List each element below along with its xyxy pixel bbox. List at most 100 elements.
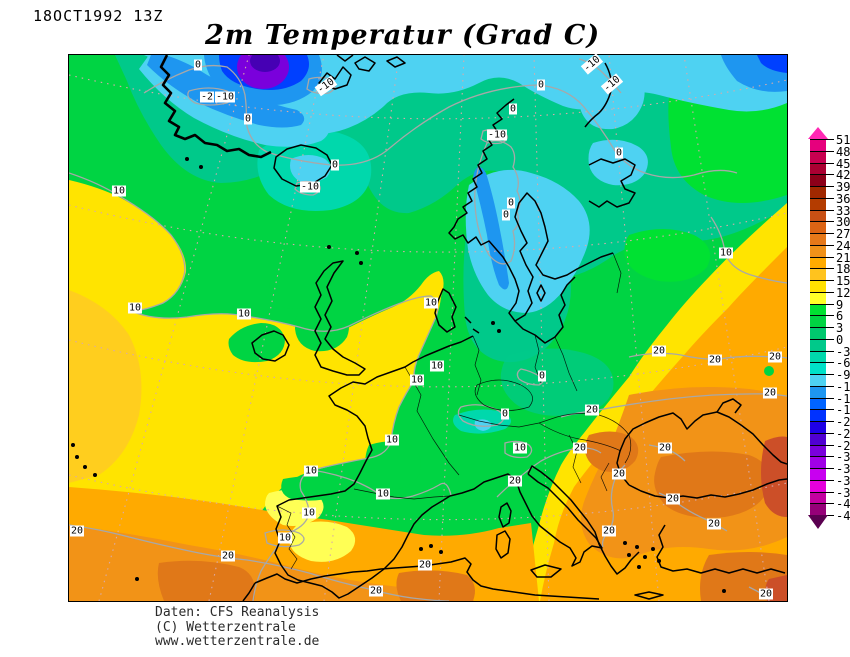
temperature-colorbar: 51 48 45 42 39 36 33 30 27 24 21 18 15 12 9 6 3 0 -3 -6 -9 -1… xyxy=(806,124,850,544)
contour-label: 20 xyxy=(706,518,722,530)
colorbar-tick xyxy=(810,350,834,352)
contour-label: 10 xyxy=(429,360,445,372)
contour-label: 10 xyxy=(384,434,400,446)
colorbar-tick xyxy=(810,162,834,164)
colorbar-tick-label: 42 xyxy=(836,168,850,183)
colorbar-tick xyxy=(810,432,834,434)
colorbar-tick xyxy=(810,315,834,317)
graticule-lines xyxy=(69,55,787,601)
region-ne-brightgreen-2 xyxy=(624,229,711,282)
colorbar-tick-label: -45 xyxy=(836,509,850,523)
colorbar-tick xyxy=(810,503,834,505)
contour-label: 20 xyxy=(368,585,384,597)
colorbar-tick-label: -9 xyxy=(836,368,850,382)
contour-label: 20 xyxy=(657,442,673,454)
contour-label: 10 xyxy=(127,302,143,314)
region-barents-cyan-2 xyxy=(588,139,648,186)
colorbar-tick xyxy=(810,291,834,293)
contour-label: 10 xyxy=(409,374,425,386)
colorbar-tick-label: 0 xyxy=(836,332,844,347)
run-timestamp: 18OCT1992 13Z xyxy=(33,7,164,25)
contour-label: 0 xyxy=(614,147,624,159)
colorbar-tick xyxy=(810,256,834,258)
contour-label: -10 xyxy=(600,73,624,95)
contour-label: 20 xyxy=(651,345,667,357)
region-iberia-paleyellow-2 xyxy=(289,521,356,562)
region-atlantic-gold xyxy=(69,290,142,483)
colorbar-tick-label: -42 xyxy=(836,497,850,512)
colorbar-tick-label: 36 xyxy=(836,191,850,206)
contour-label: 20 xyxy=(572,442,588,454)
colorbar-tick xyxy=(810,244,834,246)
colorbar-tick xyxy=(810,421,834,422)
region-england-green xyxy=(295,306,349,352)
colorbar-tick-label: -3 xyxy=(836,344,850,359)
colorbar-tick xyxy=(810,303,834,305)
contour-label: 10 xyxy=(303,465,319,477)
colorbar-tick-label: -36 xyxy=(836,473,850,488)
region-massif-green xyxy=(365,441,421,490)
colorbar-tick-label: -27 xyxy=(836,438,850,453)
colorbar-tick-label: 48 xyxy=(836,144,850,159)
colorbar-tick xyxy=(810,268,834,270)
region-africa-darkorange-1 xyxy=(157,560,255,601)
contour-label: 0 xyxy=(243,113,253,125)
colorbar-tick-label: 27 xyxy=(836,227,850,241)
colorbar-tick-label: 45 xyxy=(836,156,850,171)
region-pyrenees-green xyxy=(349,481,377,498)
region-crimea-green-dot xyxy=(764,366,774,376)
colorbar-tick xyxy=(810,197,834,199)
contour-label: 0 xyxy=(330,159,340,171)
contour-label: 20 xyxy=(762,387,778,399)
colorbar-tick-label: 33 xyxy=(836,203,850,218)
colorbar-tick-label: 51 xyxy=(836,133,850,147)
contour-label: 20 xyxy=(417,559,433,571)
colorbar-tick xyxy=(810,468,834,469)
colorbar-tick xyxy=(810,233,834,234)
contour-label: 20 xyxy=(758,588,774,600)
colorbar-tick xyxy=(810,327,834,328)
contour-label: 20 xyxy=(767,351,783,363)
attribution-line-copyright: (C) Wetterzentrale xyxy=(155,619,296,635)
contour-label: 0 xyxy=(501,209,511,221)
colorbar-tick-label: 3 xyxy=(836,321,844,335)
contour-label: 20 xyxy=(707,354,723,366)
colorbar-tick-label: -39 xyxy=(836,485,850,500)
contour-label: 20 xyxy=(69,525,85,537)
colorbar-tick xyxy=(810,209,834,211)
page-title: 2m Temperatur (Grad C) xyxy=(205,20,601,51)
colorbar-tick-label: -6 xyxy=(836,356,850,371)
region-africa-darkorange-2 xyxy=(396,570,475,601)
coastlines xyxy=(159,55,787,601)
colorbar-arrow-down xyxy=(808,515,828,529)
colorbar-tick-label: -12 xyxy=(836,379,850,394)
contour-label: 20 xyxy=(601,525,617,537)
map-frame: 0 -2 -10 -10 0 0 -10 -10 0 -10 0 -10 0 0 0 10 10 10 10 10 10… xyxy=(68,53,788,602)
contour-label: -10 xyxy=(299,181,321,193)
contour-label: -10 xyxy=(580,53,604,75)
attribution: Daten: CFS Reanalysis (C) Wetterzentrale… xyxy=(155,605,320,650)
contour-label: 10 xyxy=(512,442,528,454)
colorbar-tick xyxy=(810,409,834,411)
region-scotland-green xyxy=(269,257,331,309)
attribution-line-data: Daten: CFS Reanalysis xyxy=(155,605,320,620)
colorbar-tick xyxy=(810,385,834,387)
contour-label: 10 xyxy=(718,247,734,259)
colorbar-tick-label: -18 xyxy=(836,403,850,418)
contour-label: -10 xyxy=(214,91,236,103)
region-centraleurope-tealtint xyxy=(500,348,614,416)
contour-label: 20 xyxy=(611,468,627,480)
colorbar-tick-label: -33 xyxy=(836,462,850,476)
colorbar-tick xyxy=(810,139,834,140)
colorbar-tick-label: 12 xyxy=(836,285,850,300)
region-iceland-cyan-core xyxy=(290,155,331,183)
colorbar-tick xyxy=(810,174,834,176)
contour-label: 20 xyxy=(665,493,681,505)
contour-label: 0 xyxy=(193,59,203,71)
contour-label: -2 xyxy=(199,91,215,103)
colorbar-tick xyxy=(810,456,834,458)
contour-label: 10 xyxy=(301,507,317,519)
colorbar-tick xyxy=(810,150,834,152)
colorbar-tick-label: 15 xyxy=(836,274,850,288)
